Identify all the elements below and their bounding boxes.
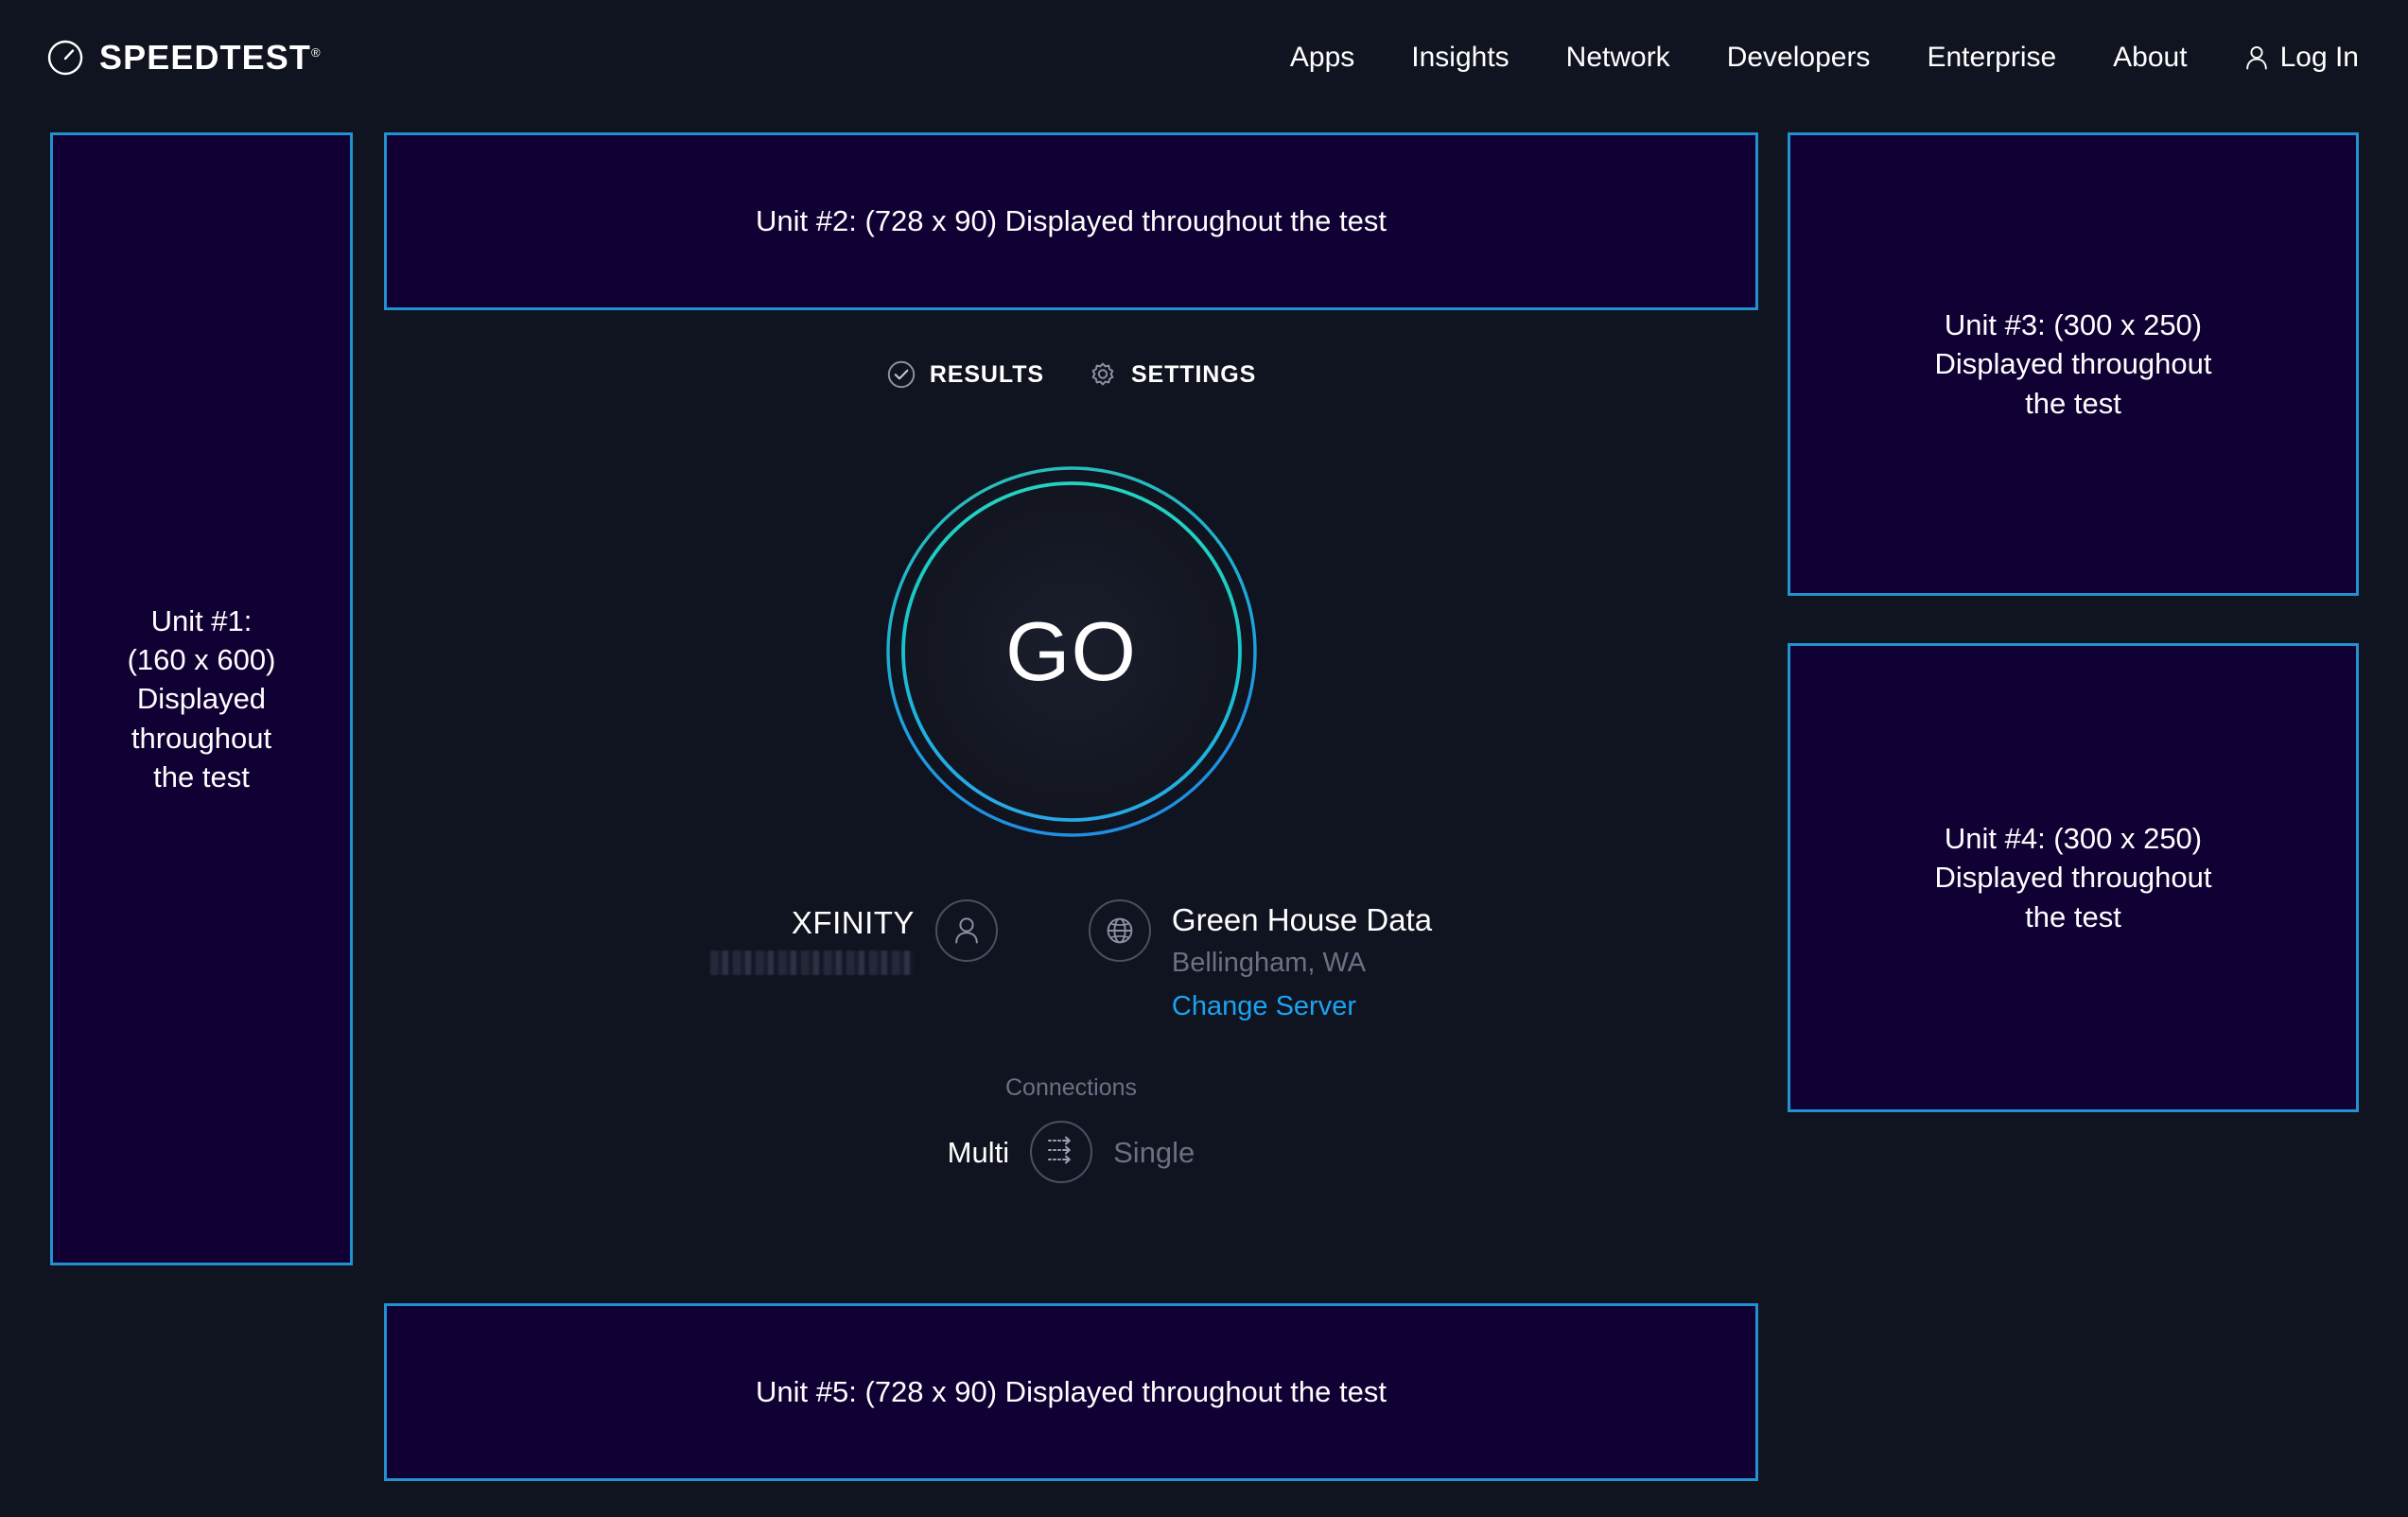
server-block[interactable]: Green House Data Bellingham, WA Change S…	[1088, 899, 1432, 1023]
brand-logo[interactable]: SPEEDTEST®	[45, 38, 322, 78]
connections-toggle-button[interactable]	[1030, 1121, 1093, 1184]
isp-person-icon-circle	[934, 899, 998, 962]
globe-icon	[1103, 914, 1137, 948]
connections-toggle: Multi	[947, 1121, 1195, 1184]
ad-unit-3[interactable]: Unit #3: (300 x 250) Displayed throughou…	[1788, 132, 2359, 596]
results-label: RESULTS	[929, 360, 1044, 388]
server-location: Bellingham, WA	[1171, 947, 1367, 978]
results-button[interactable]: RESULTS	[886, 359, 1044, 390]
go-button[interactable]: GO	[882, 462, 1261, 841]
nav-item-enterprise[interactable]: Enterprise	[1927, 42, 2057, 73]
ad-unit-3-text: Unit #3: (300 x 250) Displayed throughou…	[1934, 308, 2212, 420]
connections-multi-option[interactable]: Multi	[947, 1135, 1010, 1169]
settings-button[interactable]: SETTINGS	[1088, 359, 1256, 390]
multi-arrows-icon	[1042, 1134, 1080, 1171]
brand-name: SPEEDTEST®	[99, 38, 322, 77]
settings-label: SETTINGS	[1130, 360, 1257, 388]
nav-item-about[interactable]: About	[2113, 42, 2188, 73]
speedtest-main: RESULTS SETTINGS	[384, 322, 1758, 1184]
ad-unit-2-text: Unit #2: (728 x 90) Displayed throughout…	[756, 204, 1387, 238]
connections-section: Connections Multi	[384, 1074, 1758, 1184]
isp-block[interactable]: XFINITY	[709, 899, 998, 975]
connections-label: Connections	[1005, 1074, 1137, 1102]
login-button[interactable]: Log In	[2216, 42, 2359, 73]
meta-actions: RESULTS SETTINGS	[384, 359, 1758, 390]
ad-unit-5-text: Unit #5: (728 x 90) Displayed throughout…	[756, 1375, 1387, 1409]
server-globe-icon-circle	[1088, 899, 1151, 962]
isp-texts: XFINITY	[709, 899, 915, 975]
nav-item-developers[interactable]: Developers	[1726, 42, 1871, 73]
change-server-link[interactable]: Change Server	[1171, 991, 1356, 1022]
login-label: Log In	[2279, 42, 2359, 73]
server-texts: Green House Data Bellingham, WA Change S…	[1172, 899, 1432, 1023]
site-header: SPEEDTEST® Apps Insights Network Develop…	[0, 0, 2408, 106]
connection-info: XFINITY	[384, 899, 1758, 1023]
ad-unit-2[interactable]: Unit #2: (728 x 90) Displayed throughout…	[384, 132, 1758, 310]
speedometer-icon	[45, 38, 85, 78]
nav-item-apps[interactable]: Apps	[1289, 42, 1355, 73]
person-icon	[2244, 44, 2269, 71]
connections-single-option[interactable]: Single	[1113, 1135, 1195, 1169]
person-icon	[951, 914, 983, 948]
trademark-symbol: ®	[310, 45, 322, 60]
check-circle-icon	[886, 359, 916, 390]
ad-unit-4-text: Unit #4: (300 x 250) Displayed throughou…	[1934, 822, 2212, 933]
ad-unit-5[interactable]: Unit #5: (728 x 90) Displayed throughout…	[384, 1303, 1758, 1481]
main-nav: Apps Insights Network Developers Enterpr…	[1262, 42, 2359, 73]
gear-icon	[1088, 359, 1118, 390]
isp-name: XFINITY	[791, 905, 915, 940]
ad-unit-4[interactable]: Unit #4: (300 x 250) Displayed throughou…	[1788, 643, 2359, 1112]
ad-unit-1[interactable]: Unit #1: (160 x 600) Displayed throughou…	[50, 132, 353, 1265]
ad-unit-1-text: Unit #1: (160 x 600) Displayed throughou…	[127, 603, 276, 793]
nav-item-network[interactable]: Network	[1565, 42, 1670, 73]
go-button-rings	[885, 466, 1257, 837]
server-name: Green House Data	[1171, 902, 1433, 937]
nav-item-insights[interactable]: Insights	[1411, 42, 1509, 73]
ip-address-redacted	[709, 950, 915, 975]
